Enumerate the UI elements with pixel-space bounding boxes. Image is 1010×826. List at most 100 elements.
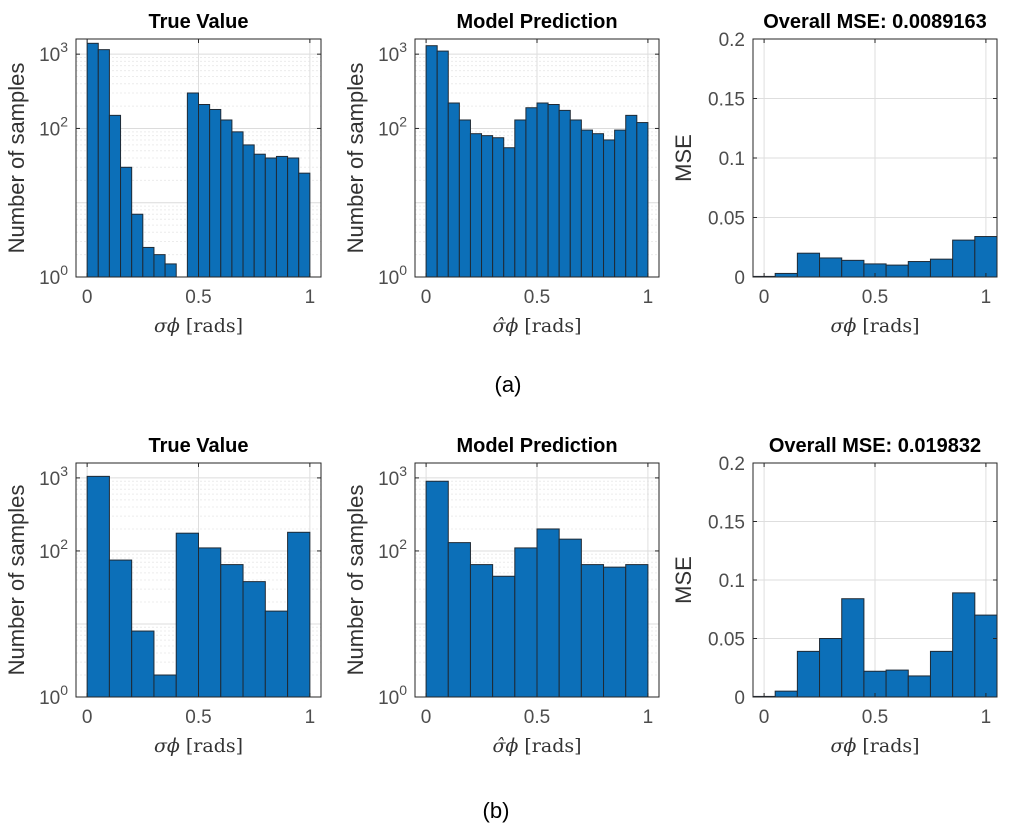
bar xyxy=(591,133,605,278)
bar xyxy=(580,564,605,698)
bars xyxy=(752,592,998,698)
y-tick-label: 0.15 xyxy=(708,90,745,111)
chart-panel-5: 100 102 103 0 0.5 1 Model Prediction Number of … xyxy=(343,435,660,757)
bar xyxy=(209,108,222,278)
bar xyxy=(220,564,244,698)
y-tick-label: 0.2 xyxy=(719,30,745,51)
bars xyxy=(425,480,649,698)
x-tick-label: 1 xyxy=(981,707,992,728)
y-tick-label: 0.1 xyxy=(719,571,745,592)
bars xyxy=(86,42,311,278)
bar xyxy=(425,45,438,278)
y-tick-label: 0.15 xyxy=(708,513,745,534)
x-tick-label: 0.5 xyxy=(862,287,888,308)
x-tick-label: 0 xyxy=(421,707,432,728)
chart-title: True Value xyxy=(148,11,248,33)
chart-panel-1: 100 102 103 0 0.5 1 True Value Number of sample… xyxy=(4,11,322,337)
bar xyxy=(952,592,976,698)
x-tick-label: 1 xyxy=(643,287,654,308)
bar xyxy=(108,114,122,278)
bar xyxy=(625,564,649,698)
y-tick-label: 0.05 xyxy=(708,209,745,230)
y-tick-label: 102 xyxy=(378,113,407,140)
chart-panel-4: 100 102 103 0 0.5 1 True Value Number of sample… xyxy=(4,435,322,757)
bar xyxy=(198,547,222,698)
bar xyxy=(86,475,110,698)
bar xyxy=(131,213,144,278)
x-tick-label: 0 xyxy=(82,287,93,308)
y-tick-label: 0.2 xyxy=(719,454,745,475)
bar xyxy=(952,239,976,278)
x-tick-label: 0.5 xyxy=(185,707,211,728)
bar xyxy=(436,50,449,278)
bar xyxy=(86,42,99,278)
x-axis-label: σ̂ϕ [rads] xyxy=(492,315,581,337)
y-tick-label: 100 xyxy=(378,682,407,709)
chart-title: Overall MSE: 0.0089163 xyxy=(763,11,986,33)
bar xyxy=(253,153,266,278)
bar xyxy=(819,257,843,278)
bar xyxy=(580,129,593,278)
bar xyxy=(929,258,954,278)
bar xyxy=(774,272,798,278)
y-tick-label: 102 xyxy=(39,536,68,563)
x-tick-label: 1 xyxy=(981,287,992,308)
x-axis-label: σ̂ϕ [rads] xyxy=(492,735,581,757)
bar xyxy=(175,532,200,698)
bar xyxy=(153,674,177,698)
bar xyxy=(885,669,909,698)
x-tick-label: 0.5 xyxy=(185,287,211,308)
bar xyxy=(819,638,843,698)
x-axis-label: σϕ [rads] xyxy=(830,315,919,337)
bar xyxy=(469,133,483,278)
bar xyxy=(636,122,649,278)
bar xyxy=(536,528,560,698)
x-tick-label: 0.5 xyxy=(524,707,550,728)
bar xyxy=(481,135,494,278)
bar xyxy=(558,538,582,698)
y-tick-label: 103 xyxy=(378,39,407,66)
tick-labels: 0 0.05 0.1 0.15 0.2 0 0.5 1 xyxy=(708,454,997,728)
x-axis-label: σϕ [rads] xyxy=(154,735,243,757)
y-tick-label: 100 xyxy=(39,262,68,289)
bar xyxy=(974,614,998,698)
bar xyxy=(514,547,538,698)
x-tick-label: 1 xyxy=(305,287,316,308)
x-axis-label: σϕ [rads] xyxy=(154,315,243,337)
bar xyxy=(929,650,954,698)
bar xyxy=(425,480,449,698)
bar xyxy=(492,575,516,698)
bars xyxy=(752,236,998,278)
bar xyxy=(603,139,616,278)
tick-labels: 0 0.05 0.1 0.15 0.2 0 0.5 1 xyxy=(708,30,997,308)
y-tick-label: 102 xyxy=(378,536,407,563)
chart-title: Model Prediction xyxy=(456,11,617,33)
bar xyxy=(264,610,289,698)
y-tick-label: 0 xyxy=(734,268,745,289)
bar xyxy=(287,157,300,278)
bar xyxy=(447,542,471,698)
bar xyxy=(131,630,155,698)
x-tick-label: 0 xyxy=(421,287,432,308)
bar xyxy=(186,92,199,278)
x-tick-label: 1 xyxy=(643,707,654,728)
bar xyxy=(569,119,582,278)
x-tick-label: 0 xyxy=(82,707,93,728)
bar xyxy=(108,559,133,698)
chart-panel-6: 0 0.05 0.1 0.15 0.2 0 0.5 1 Overall MSE: 0.01983… xyxy=(671,435,998,757)
x-tick-label: 1 xyxy=(305,707,316,728)
bar xyxy=(447,102,460,278)
bar xyxy=(841,259,865,278)
bar xyxy=(142,246,155,278)
bar xyxy=(458,119,471,278)
chart-title: Model Prediction xyxy=(456,435,617,457)
y-axis-label: Number of samples xyxy=(343,485,368,676)
chart-title: Overall MSE: 0.019832 xyxy=(769,435,981,457)
y-tick-label: 103 xyxy=(39,463,68,490)
chart-panel-2: 100 102 103 0 0.5 1 Model Prediction Number of … xyxy=(343,11,660,337)
bar xyxy=(625,114,638,278)
chart-panel-3: 0 0.05 0.1 0.15 0.2 0 0.5 1 Overall MSE: 0.00891… xyxy=(671,11,998,337)
caption-b: (b) xyxy=(483,798,510,823)
bar xyxy=(264,157,277,278)
